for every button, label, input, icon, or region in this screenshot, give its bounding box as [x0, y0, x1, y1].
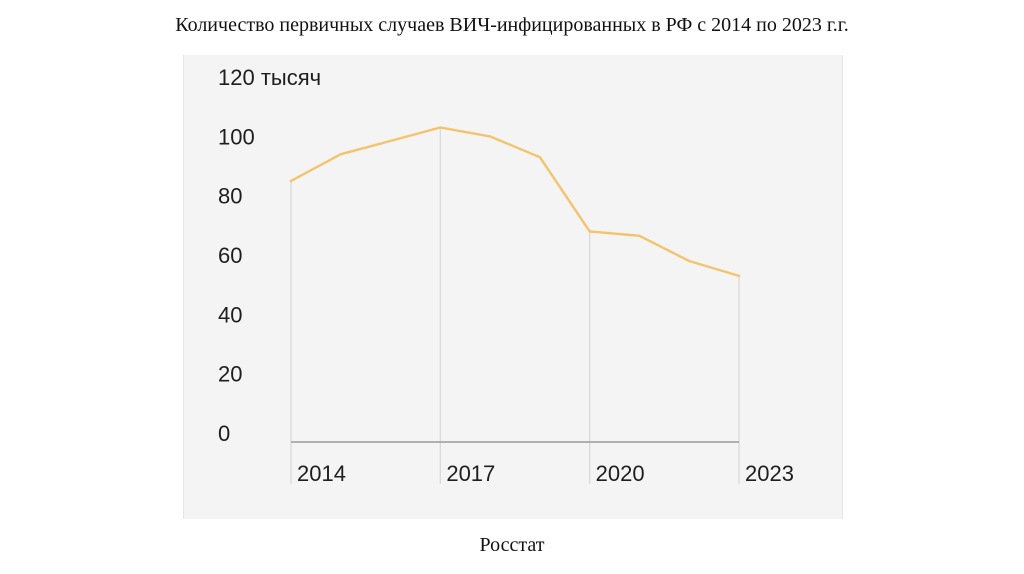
data-point-2020 — [588, 230, 591, 233]
y-tick-label: 20 — [218, 362, 242, 387]
slide-title: Количество первичных случаев ВИЧ-инфицир… — [175, 14, 849, 36]
series — [289, 126, 741, 278]
data-point-2023 — [737, 274, 741, 278]
series-line — [289, 126, 741, 278]
y-tick-labels: 0 20 40 60 80 100 120 тысяч — [218, 65, 321, 446]
x-tick-label: 2020 — [596, 461, 645, 486]
gridlines — [290, 127, 740, 484]
data-point-2018 — [488, 135, 492, 138]
x-tick-label: 2023 — [745, 461, 794, 486]
y-tick-label: 80 — [218, 184, 242, 209]
line-chart: 0 20 40 60 80 100 120 тысяч 2014 2017 2020 2023 — [218, 65, 794, 486]
source-caption: Росстат — [479, 534, 545, 556]
x-tick-labels: 2014 2017 2020 2023 — [297, 461, 794, 486]
data-point-2016 — [389, 139, 392, 143]
data-point-2019 — [538, 156, 542, 159]
data-point-2015 — [339, 153, 342, 156]
y-tick-label: 100 — [218, 124, 255, 149]
y-tick-label: 40 — [218, 302, 242, 327]
x-tick-label: 2017 — [446, 461, 495, 486]
y-tick-label: 0 — [218, 421, 230, 446]
data-point-2021 — [638, 234, 641, 238]
data-point-2022 — [688, 259, 691, 263]
y-tick-label: 60 — [218, 243, 242, 268]
data-point-2014 — [289, 179, 293, 183]
chart-panel: 0 20 40 60 80 100 120 тысяч 2014 2017 2020 2023 — [183, 55, 843, 519]
data-point-2017 — [439, 126, 442, 129]
x-tick-label: 2014 — [297, 461, 346, 486]
y-tick-label: 120 тысяч — [218, 65, 321, 90]
